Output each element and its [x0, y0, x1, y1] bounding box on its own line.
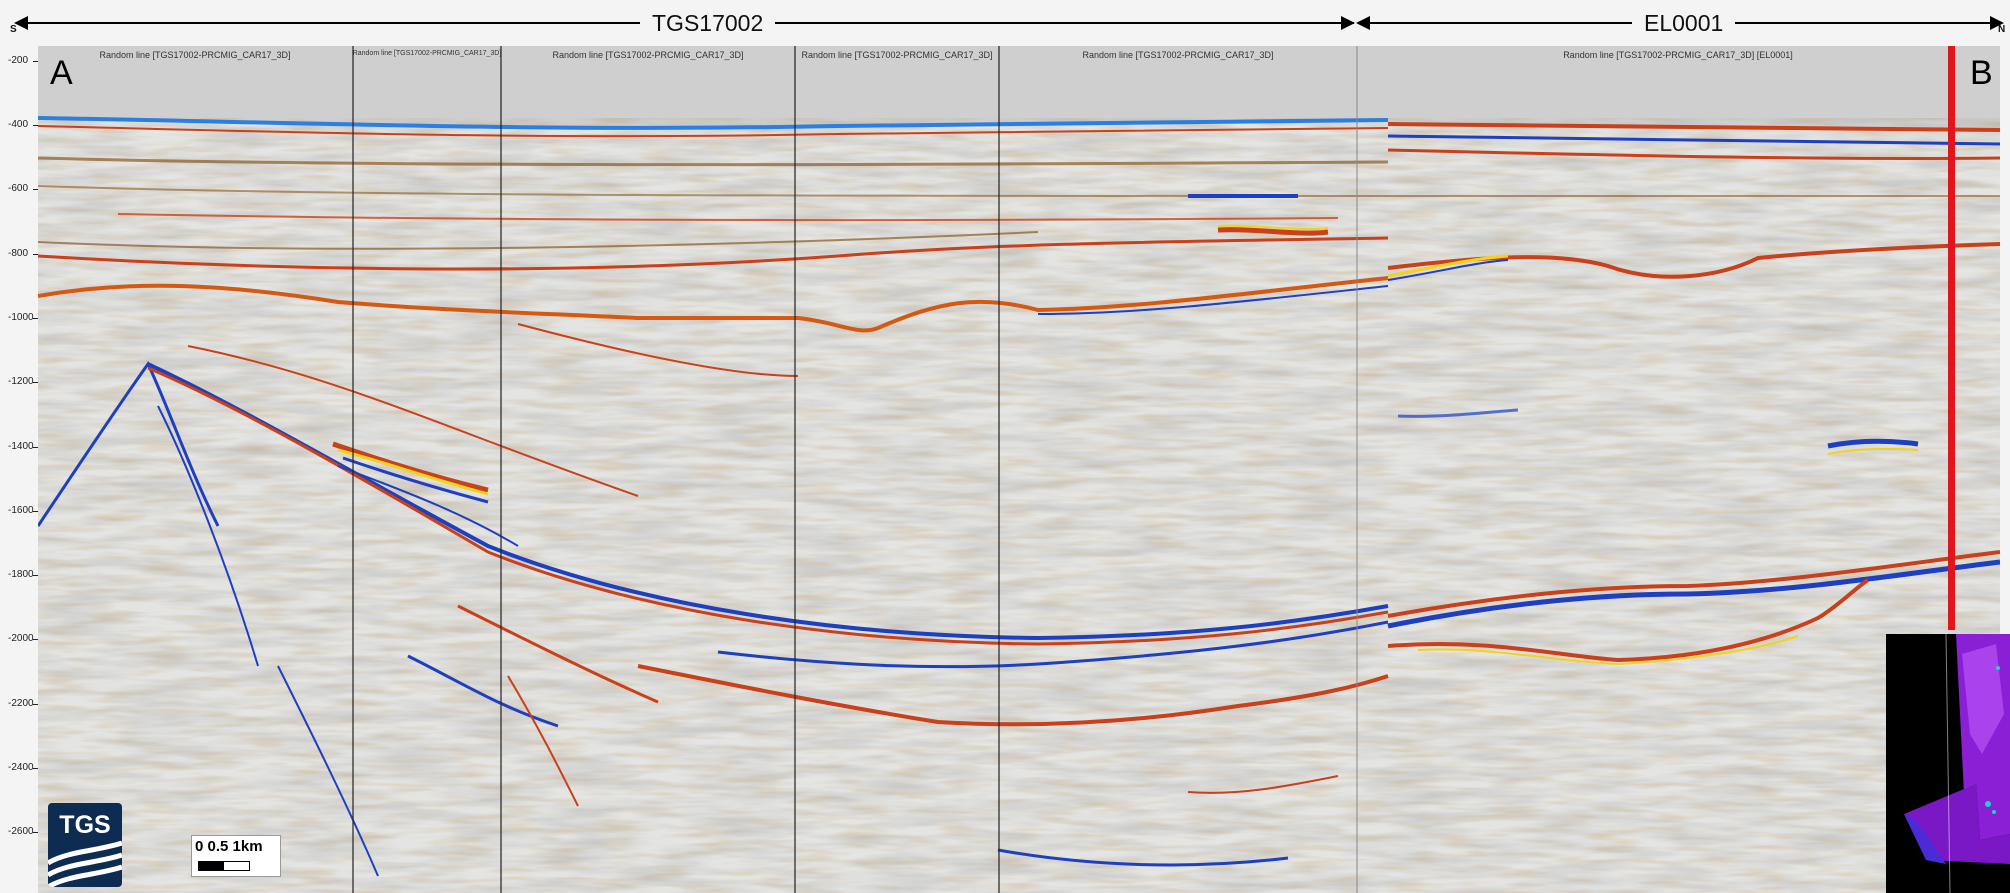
scale-label: 0 0.5 1km — [195, 838, 263, 855]
fault — [277, 665, 379, 877]
bright-spot — [1387, 254, 1509, 278]
arrow-left-icon — [1356, 16, 1370, 30]
horizon — [1397, 408, 1519, 418]
section-start-marker: A — [50, 54, 73, 92]
depth-tick-label: -2200 — [8, 698, 34, 709]
depth-tick-label: -2400 — [8, 762, 34, 773]
depth-tick-mark — [33, 447, 38, 448]
depth-tick-label: -600 — [8, 183, 29, 194]
horizon — [337, 465, 519, 547]
tgs-logo: TGS — [48, 803, 122, 887]
depth-tick-mark — [33, 575, 38, 576]
bright-spot — [337, 448, 489, 496]
north-label: N — [1998, 24, 2006, 35]
horizon — [38, 125, 1389, 138]
panel-label: Random line [TGS17002-PRCMIG_CAR17_3D] — [552, 50, 744, 60]
survey-header: S TGS17002 EL0001 N — [0, 0, 2010, 46]
horizon — [517, 323, 799, 377]
horizon — [457, 604, 659, 704]
bright-spot — [1827, 438, 1919, 449]
depth-tick-label: -400 — [8, 119, 29, 130]
horizon — [147, 366, 1389, 646]
logo-text: TGS — [59, 811, 111, 839]
3d-volume-image — [1904, 634, 2010, 893]
horizon — [38, 231, 1039, 250]
depth-tick-mark — [33, 704, 38, 705]
horizon — [38, 185, 2000, 198]
horizon — [1387, 550, 2000, 618]
panel-label: Random line [TGS17002-PRCMIG_CAR17_3D] — [801, 50, 993, 60]
arrow-right-icon — [1341, 16, 1355, 30]
bright-spot — [1417, 635, 1799, 666]
bright-spot — [1827, 447, 1919, 455]
horizon — [1387, 242, 2000, 279]
seismic-section: Random line [TGS17002-PRCMIG_CAR17_3D] R… — [38, 46, 2000, 893]
seabed-horizon — [38, 116, 1389, 130]
depth-tick-label: -2000 — [8, 633, 34, 644]
depth-tick-label: -1000 — [8, 312, 34, 323]
panel-label: Random line [TGS17002-PRCMIG_CAR17_3D] — [99, 50, 291, 60]
horizon — [38, 276, 1389, 333]
horizon — [1187, 775, 1339, 794]
arrow-left-icon — [14, 16, 28, 30]
horizon — [997, 848, 1289, 867]
depth-tick-mark — [33, 254, 38, 255]
south-label: S — [10, 24, 17, 35]
horizon — [1387, 259, 1509, 281]
bright-spot — [342, 456, 489, 504]
horizon — [187, 345, 639, 497]
fault — [507, 675, 579, 807]
depth-tick-mark — [33, 639, 38, 640]
seismic-image — [38, 46, 2000, 893]
survey-label-el0001: EL0001 — [1632, 9, 1736, 37]
scale-bar-graphic — [198, 861, 250, 871]
section-end-marker: B — [1970, 54, 1993, 92]
horizon — [637, 664, 1389, 727]
scale-bar: 0 0.5 1km — [191, 835, 281, 877]
depth-tick-label: -1200 — [8, 376, 34, 387]
depth-tick-mark — [33, 318, 38, 319]
horizon — [407, 654, 559, 728]
horizon — [1387, 578, 1870, 663]
survey-label-tgs17002: TGS17002 — [640, 9, 776, 37]
panel-label: Random line [TGS17002-PRCMIG_CAR17_3D] — [352, 50, 502, 57]
seabed-horizon-el0001 — [1387, 122, 2000, 132]
arrow-right-icon — [1990, 16, 2004, 30]
bright-spot — [1217, 224, 1329, 231]
depth-tick-mark — [33, 61, 38, 62]
depth-tick-mark — [33, 832, 38, 833]
panel-label: Random line [TGS17002-PRCMIG_CAR17_3D] [… — [1563, 50, 1793, 60]
scale-bar-filled-segment — [199, 862, 224, 870]
horizon — [117, 213, 1339, 222]
well-trajectory — [1948, 46, 1955, 630]
horizon — [717, 620, 1389, 669]
fault — [157, 405, 259, 667]
horizon — [38, 156, 1389, 167]
horizon — [1387, 148, 2000, 161]
depth-tick-mark — [33, 511, 38, 512]
bright-spot — [1217, 227, 1329, 236]
horizon — [1387, 134, 2000, 146]
horizon — [38, 236, 1389, 271]
logo-waves-icon — [48, 840, 122, 887]
depth-tick-label: -800 — [8, 248, 29, 259]
bright-spot — [332, 441, 489, 493]
horizon — [1037, 285, 1389, 315]
depth-tick-mark — [33, 382, 38, 383]
depth-tick-mark — [33, 768, 38, 769]
depth-tick-label: -1800 — [8, 569, 34, 580]
depth-tick-mark — [33, 189, 38, 190]
depth-tick-mark — [33, 125, 38, 126]
panel-label: Random line [TGS17002-PRCMIG_CAR17_3D] — [1082, 50, 1274, 60]
3d-view-inset — [1886, 634, 2010, 893]
depth-tick-label: -200 — [8, 55, 29, 66]
horizon — [1387, 559, 2000, 629]
depth-axis: -200 -400 -600 -800 -1000 -1200 -1400 -1… — [0, 46, 38, 893]
depth-tick-label: -1600 — [8, 505, 34, 516]
depth-tick-label: -1400 — [8, 441, 34, 452]
depth-tick-label: -2600 — [8, 826, 34, 837]
